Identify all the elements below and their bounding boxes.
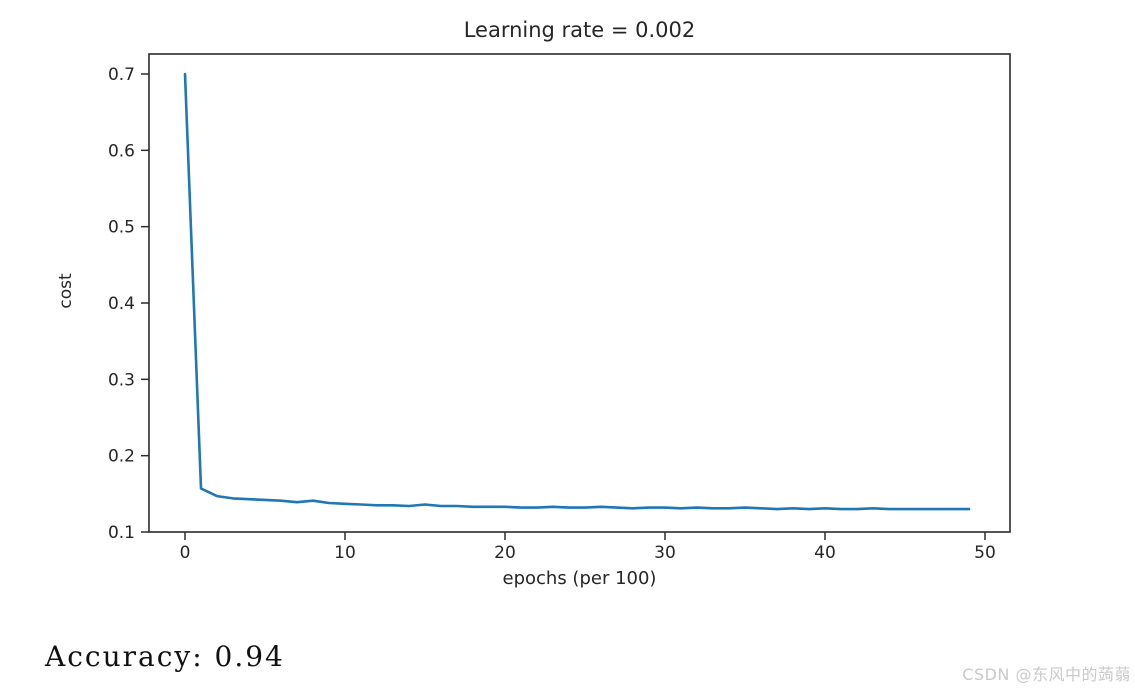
accuracy-text: Accuracy: 0.94: [45, 640, 285, 673]
y-tick-label: 0.5: [108, 218, 135, 238]
csdn-watermark: CSDN @东风中的蒟蒻: [962, 665, 1131, 684]
y-tick-label: 0.7: [108, 65, 135, 85]
y-tick-label: 0.3: [108, 370, 135, 390]
cost-figure: Learning rate = 0.002 cost 0 10 20 30 40 50 0.…: [56, 18, 1011, 589]
plot-frame: [148, 53, 1011, 533]
x-tick-label: 50: [974, 543, 996, 563]
x-axis-label: epochs (per 100): [502, 568, 657, 589]
x-tick-label: 0: [180, 543, 191, 563]
x-tick-label: 10: [334, 543, 356, 563]
x-tick-label: 30: [654, 543, 676, 563]
y-tick-label: 0.2: [108, 447, 135, 467]
y-tick-label: 0.1: [108, 523, 135, 543]
x-tick-label: 20: [494, 543, 516, 563]
chart-title: Learning rate = 0.002: [463, 18, 696, 42]
cost-line: [183, 72, 971, 511]
line-chart: 0 10 20 30 40 50 0.1 0.2 0.3 0.4 0.5 0.6 0.7: [108, 53, 1011, 563]
y-tick-label: 0.4: [108, 294, 135, 314]
x-tick-label: 40: [814, 543, 836, 563]
y-tick-label: 0.6: [108, 141, 135, 161]
